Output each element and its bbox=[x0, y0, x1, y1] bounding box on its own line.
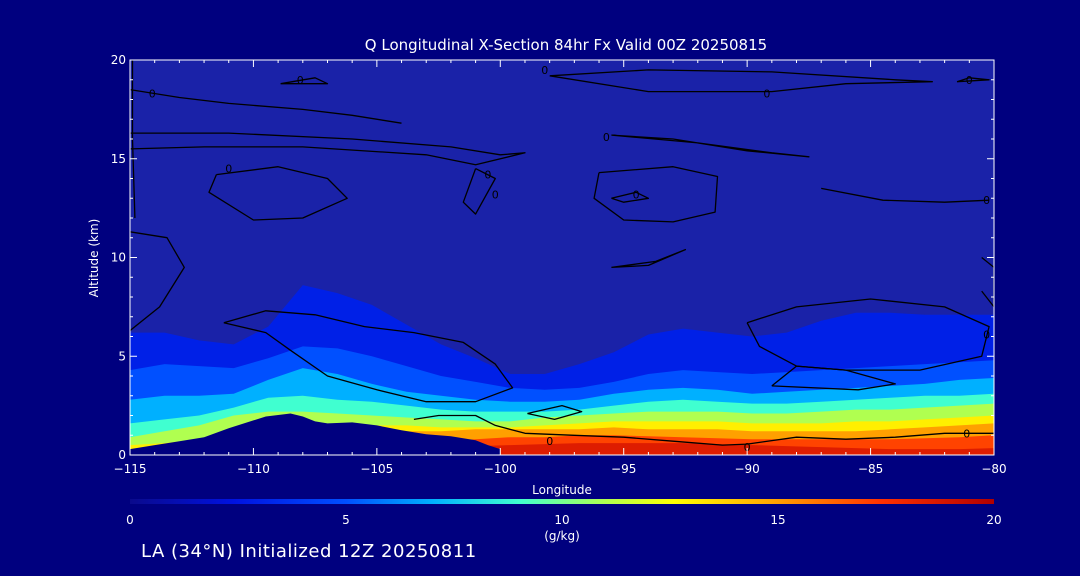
contour-line bbox=[413, 414, 994, 446]
contour-line bbox=[981, 256, 994, 308]
contour-line bbox=[130, 231, 185, 332]
contour-line bbox=[130, 88, 402, 124]
x-axis-label: Longitude bbox=[532, 483, 592, 497]
x-tick-label: −110 bbox=[237, 462, 270, 476]
contour-label: 0 bbox=[963, 427, 970, 440]
contour-line bbox=[611, 248, 687, 269]
colorbar-tick-label: 20 bbox=[986, 513, 1001, 527]
y-tick-label: 5 bbox=[118, 349, 126, 363]
x-tick-label: −105 bbox=[360, 462, 393, 476]
x-tick-label: −85 bbox=[858, 462, 883, 476]
contour-label: 0 bbox=[297, 74, 304, 87]
contour-line bbox=[130, 132, 526, 166]
x-axis-ticks: −115 −110 −105 −100 −95 −90 −85 −80 bbox=[114, 60, 1007, 476]
contour-label: 0 bbox=[983, 329, 990, 342]
contour-line bbox=[280, 77, 329, 85]
contour-lines bbox=[130, 60, 994, 446]
y-axis-ticks: 0 5 10 15 20 bbox=[111, 53, 994, 462]
contour-line bbox=[771, 365, 896, 391]
colorbar-ticks: 0 5 10 15 20 bbox=[126, 513, 1001, 527]
contour-line bbox=[593, 166, 719, 223]
contour-label: 0 bbox=[633, 188, 640, 201]
contour-label: 0 bbox=[983, 194, 990, 207]
contour-line bbox=[462, 168, 496, 215]
contour-line bbox=[611, 134, 810, 158]
contour-label: 0 bbox=[541, 64, 548, 77]
colorbar-label: (g/kg) bbox=[544, 529, 580, 543]
x-tick-label: −115 bbox=[114, 462, 147, 476]
y-axis-label: Altitude (km) bbox=[87, 219, 101, 298]
x-tick-label: −100 bbox=[484, 462, 517, 476]
y-tick-label: 10 bbox=[111, 251, 126, 265]
contour-label: 0 bbox=[149, 88, 156, 101]
colorbar-tick-label: 15 bbox=[770, 513, 785, 527]
contour-line bbox=[208, 166, 348, 221]
footer-caption: LA (34°N) Initialized 12Z 20250811 bbox=[141, 541, 477, 562]
contour-label: 0 bbox=[966, 74, 973, 87]
colorbar-tick-label: 0 bbox=[126, 513, 134, 527]
contour-label: 0 bbox=[603, 131, 610, 144]
y-tick-label: 15 bbox=[111, 152, 126, 166]
contour-line bbox=[956, 77, 990, 83]
contour-line bbox=[746, 298, 990, 371]
contour-label: 0 bbox=[225, 163, 232, 176]
contour-line bbox=[223, 310, 514, 403]
x-tick-label: −90 bbox=[734, 462, 759, 476]
contour-label: 0 bbox=[492, 188, 499, 201]
contour-line bbox=[611, 191, 650, 203]
colorbar-tick-label: 10 bbox=[554, 513, 569, 527]
contour-label: 0 bbox=[763, 88, 770, 101]
contour-line bbox=[549, 69, 933, 93]
contour-label: 0 bbox=[744, 441, 751, 454]
x-tick-label: −95 bbox=[611, 462, 636, 476]
colorbar bbox=[130, 499, 994, 504]
contour-label: 0 bbox=[484, 169, 491, 182]
colorbar-tick-label: 5 bbox=[342, 513, 350, 527]
x-tick-label: −80 bbox=[981, 462, 1006, 476]
chart-title: Q Longitudinal X-Section 84hr Fx Valid 0… bbox=[365, 36, 767, 54]
contour-line bbox=[527, 404, 583, 421]
contour-label: 0 bbox=[546, 435, 553, 448]
y-tick-label: 20 bbox=[111, 53, 126, 67]
contour-line bbox=[821, 187, 990, 203]
y-tick-label: 0 bbox=[118, 448, 126, 462]
terrain-profile bbox=[130, 413, 501, 455]
